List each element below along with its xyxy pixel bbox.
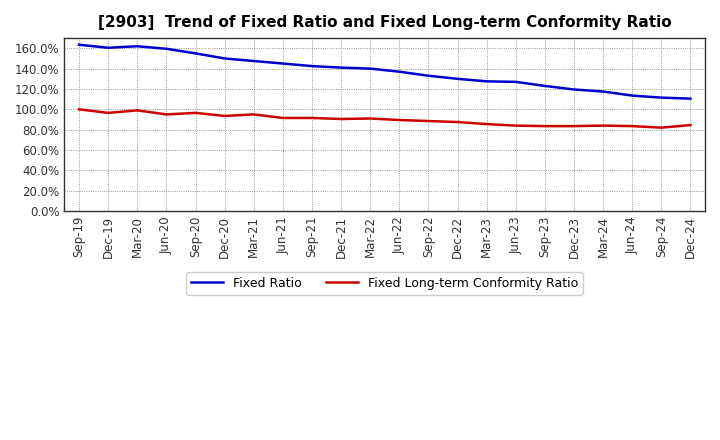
Fixed Ratio: [424, 73, 433, 78]
Fixed Long-term Conformity Ratio: [337, 116, 346, 121]
Fixed Ratio: [511, 79, 520, 84]
Line: Fixed Long-term Conformity Ratio: Fixed Long-term Conformity Ratio: [79, 109, 690, 128]
Fixed Ratio: [249, 59, 258, 64]
Fixed Long-term Conformity Ratio: [395, 117, 404, 123]
Fixed Ratio: [307, 63, 316, 69]
Fixed Long-term Conformity Ratio: [133, 108, 142, 113]
Fixed Long-term Conformity Ratio: [104, 110, 112, 116]
Fixed Long-term Conformity Ratio: [220, 114, 229, 119]
Fixed Long-term Conformity Ratio: [307, 115, 316, 121]
Fixed Long-term Conformity Ratio: [657, 125, 666, 130]
Fixed Long-term Conformity Ratio: [162, 112, 171, 117]
Fixed Ratio: [657, 95, 666, 100]
Fixed Ratio: [599, 89, 608, 94]
Fixed Ratio: [162, 46, 171, 51]
Fixed Long-term Conformity Ratio: [511, 123, 520, 128]
Fixed Ratio: [453, 76, 462, 81]
Fixed Long-term Conformity Ratio: [366, 116, 374, 121]
Fixed Long-term Conformity Ratio: [482, 121, 491, 127]
Fixed Ratio: [395, 69, 404, 74]
Fixed Ratio: [337, 65, 346, 70]
Title: [2903]  Trend of Fixed Ratio and Fixed Long-term Conformity Ratio: [2903] Trend of Fixed Ratio and Fixed Lo…: [98, 15, 672, 30]
Fixed Ratio: [628, 93, 636, 98]
Fixed Long-term Conformity Ratio: [628, 124, 636, 129]
Fixed Long-term Conformity Ratio: [279, 115, 287, 121]
Fixed Ratio: [482, 79, 491, 84]
Fixed Long-term Conformity Ratio: [541, 124, 549, 129]
Fixed Ratio: [570, 87, 578, 92]
Fixed Long-term Conformity Ratio: [424, 118, 433, 124]
Legend: Fixed Ratio, Fixed Long-term Conformity Ratio: Fixed Ratio, Fixed Long-term Conformity …: [186, 272, 583, 295]
Fixed Ratio: [220, 56, 229, 61]
Fixed Ratio: [279, 61, 287, 66]
Line: Fixed Ratio: Fixed Ratio: [79, 45, 690, 99]
Fixed Long-term Conformity Ratio: [75, 106, 84, 112]
Fixed Long-term Conformity Ratio: [249, 112, 258, 117]
Fixed Long-term Conformity Ratio: [453, 119, 462, 125]
Fixed Ratio: [75, 42, 84, 48]
Fixed Long-term Conformity Ratio: [599, 123, 608, 128]
Fixed Long-term Conformity Ratio: [570, 124, 578, 129]
Fixed Ratio: [104, 45, 112, 51]
Fixed Ratio: [366, 66, 374, 71]
Fixed Ratio: [192, 51, 200, 56]
Fixed Ratio: [133, 44, 142, 49]
Fixed Long-term Conformity Ratio: [686, 122, 695, 128]
Fixed Ratio: [541, 83, 549, 88]
Fixed Long-term Conformity Ratio: [192, 110, 200, 116]
Fixed Ratio: [686, 96, 695, 101]
